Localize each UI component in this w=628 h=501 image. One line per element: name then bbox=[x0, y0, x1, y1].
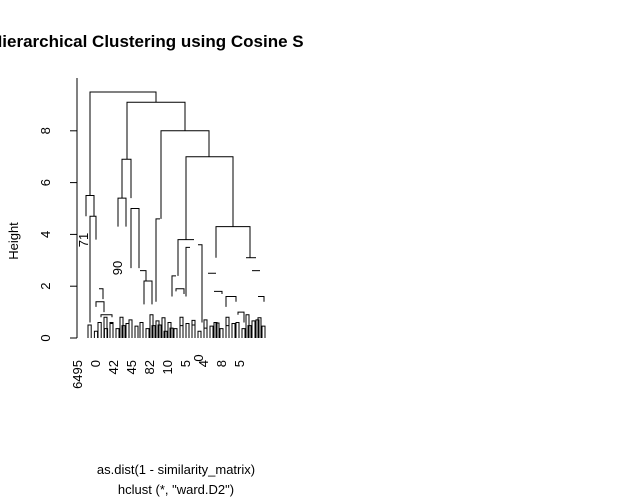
dendrogram-link-21 bbox=[163, 330, 168, 338]
dendrogram-link-58 bbox=[155, 218, 160, 302]
dendrogram-link-46 bbox=[255, 319, 260, 338]
dendrogram-link-2 bbox=[93, 330, 99, 338]
dendrogram-link-73 bbox=[160, 130, 210, 219]
dendrogram-link-23 bbox=[167, 321, 172, 338]
dendrogram-link-63 bbox=[177, 239, 194, 276]
dendrogram-link-66 bbox=[225, 296, 237, 307]
dendrogram-link-59 bbox=[171, 275, 176, 297]
leaf-label-2: 42 bbox=[106, 360, 121, 374]
y-tick-label-6: 6 bbox=[38, 179, 53, 186]
y-tick-label-4: 4 bbox=[38, 231, 53, 238]
dendrogram-link-33 bbox=[209, 325, 214, 338]
dendrogram-link-29 bbox=[191, 324, 196, 338]
inline-label-1: 90 bbox=[110, 261, 125, 275]
dendrogram-link-36 bbox=[219, 328, 224, 338]
leaf-labels: 6495 0 42 45 82 10 5 4 8 5 bbox=[70, 360, 247, 389]
dendrogram-link-5 bbox=[103, 316, 108, 338]
dendrogram-link-65 bbox=[214, 290, 223, 294]
dendrogram-link-12 bbox=[128, 319, 133, 338]
dendrogram-link-8 bbox=[115, 328, 120, 338]
dendrogram-tree bbox=[85, 91, 266, 338]
dendrogram-link-15 bbox=[145, 328, 150, 338]
dendrogram-link-43 bbox=[245, 314, 250, 338]
dendrogram-link-75 bbox=[89, 91, 157, 196]
dendrogram-link-13 bbox=[134, 325, 139, 338]
dendrogram-link-53 bbox=[117, 197, 127, 227]
dendrogram-link-67 bbox=[237, 311, 245, 323]
dendrogram-link-48 bbox=[89, 215, 97, 323]
dendrogram-link-27 bbox=[185, 322, 190, 338]
dendrogram-link-62 bbox=[198, 244, 203, 323]
dendrogram-link-55 bbox=[130, 208, 140, 269]
dendrogram-link-24 bbox=[173, 328, 178, 338]
dendrogram-link-32 bbox=[203, 319, 208, 338]
dendrogram-link-35 bbox=[213, 321, 218, 338]
dendrogram-link-19 bbox=[161, 317, 166, 338]
dendrogram-link-18 bbox=[155, 320, 160, 338]
dendrogram-link-40 bbox=[235, 321, 240, 338]
dendrogram-link-14 bbox=[139, 321, 144, 338]
dendrogram-link-30 bbox=[197, 330, 202, 338]
x-axis-label-line2: hclust (*, "ward.D2") bbox=[118, 482, 234, 497]
leaf-label-1: 0 bbox=[88, 360, 103, 367]
y-axis: 0 2 4 6 8 bbox=[38, 78, 78, 342]
dendrogram-link-57 bbox=[143, 280, 153, 305]
leaf-label-3: 45 bbox=[124, 360, 139, 374]
dendrogram-link-70 bbox=[258, 296, 265, 302]
leaf-label-0: 6495 bbox=[70, 360, 85, 389]
dendrogram-link-60 bbox=[175, 288, 185, 294]
dendrogram-link-1 bbox=[87, 324, 92, 338]
dendrogram-link-71 bbox=[215, 226, 251, 258]
y-tick-label-8: 8 bbox=[38, 127, 53, 134]
leaf-label-8: 8 bbox=[214, 360, 229, 367]
inline-labels: 71 90 0 bbox=[76, 233, 206, 362]
dendrogram-link-51 bbox=[85, 195, 95, 217]
dendrogram-link-44 bbox=[251, 320, 256, 338]
dendrogram-link-47 bbox=[261, 325, 266, 338]
dendrogram-link-10 bbox=[119, 316, 124, 338]
leaf-label-4: 82 bbox=[142, 360, 157, 374]
dendrogram-link-41 bbox=[241, 328, 246, 338]
chart-title: Hierarchical Clustering using Cosine S bbox=[0, 32, 304, 51]
dendrogram-link-3 bbox=[97, 321, 102, 338]
dendrogram-link-7 bbox=[109, 321, 114, 338]
leaf-label-9: 5 bbox=[232, 360, 247, 367]
dendrogram-link-26 bbox=[179, 316, 184, 338]
dendrogram-link-56 bbox=[140, 270, 147, 282]
dendrogram-link-49 bbox=[99, 288, 104, 300]
inline-label-0: 71 bbox=[76, 233, 91, 247]
dendrogram-link-38 bbox=[225, 316, 230, 338]
dendrogram-link-45 bbox=[257, 317, 262, 338]
dendrogram-link-17 bbox=[149, 314, 154, 338]
dendrogram-link-61 bbox=[185, 246, 190, 297]
dendrogram-link-54 bbox=[121, 158, 132, 199]
leaf-label-7: 4 bbox=[196, 360, 211, 367]
y-tick-label-0: 0 bbox=[38, 334, 53, 341]
dendrogram-link-39 bbox=[231, 322, 236, 338]
dendrogram-link-20 bbox=[157, 324, 162, 338]
y-tick-label-2: 2 bbox=[38, 283, 53, 290]
dendrogram-link-72 bbox=[185, 156, 234, 240]
x-axis-label-line1: as.dist(1 - similarity_matrix) bbox=[97, 462, 255, 477]
leaf-label-5: 10 bbox=[160, 360, 175, 374]
dendrogram-link-50 bbox=[95, 301, 105, 313]
dendrogram-link-52 bbox=[100, 314, 113, 318]
leaf-label-6: 5 bbox=[178, 360, 193, 367]
y-axis-label: Height bbox=[6, 222, 21, 260]
inline-label-2: 0 bbox=[191, 354, 206, 361]
